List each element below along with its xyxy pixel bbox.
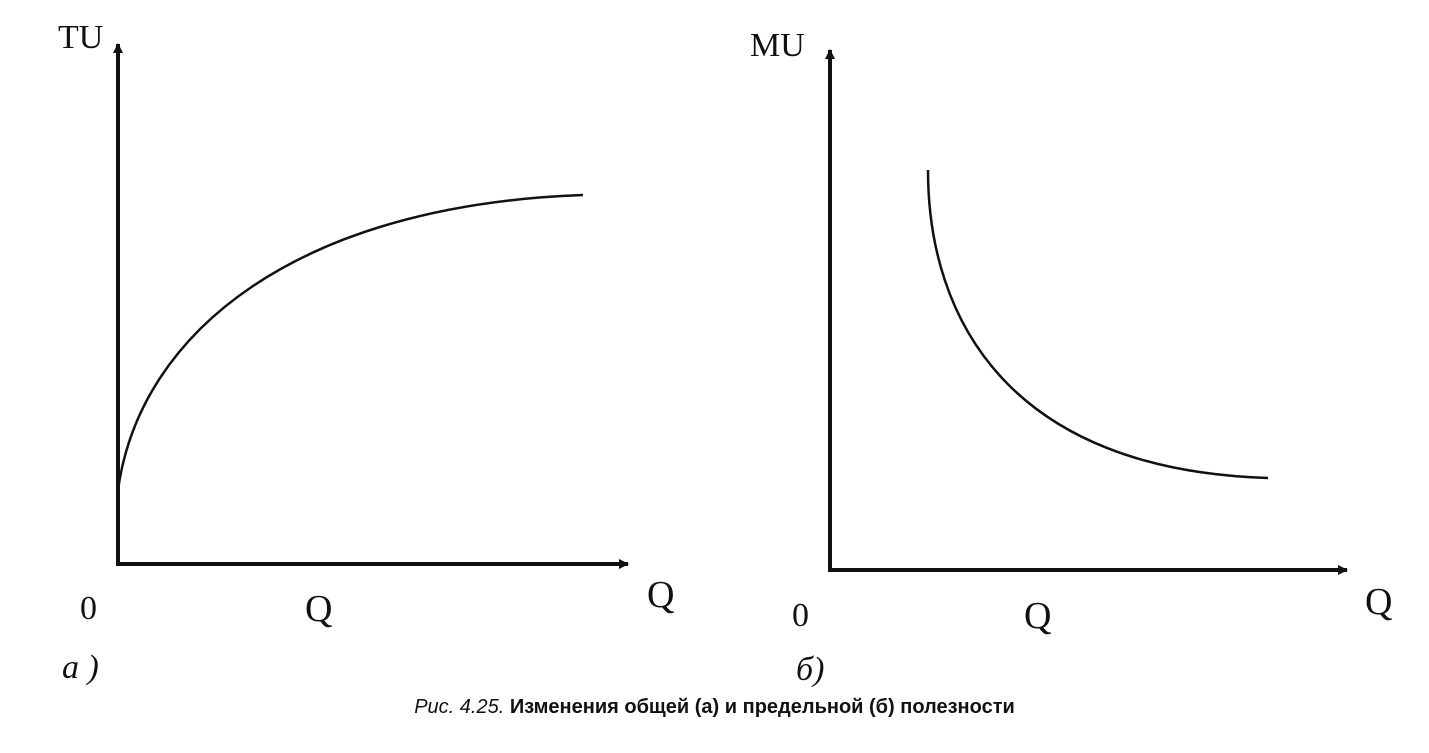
panel-b-origin-label: 0	[792, 597, 809, 634]
total-utility-curve	[116, 193, 584, 491]
panel-b-x-axis-arrow-label: Q	[1365, 581, 1392, 623]
panel-a: TU Q Q 0 a )	[58, 19, 674, 686]
panel-a-x-axis-arrow-label: Q	[647, 574, 674, 616]
panel-a-label: a )	[62, 649, 99, 686]
panel-b: MU Q Q 0 б)	[750, 27, 1392, 688]
caption-number: Рис. 4.25.	[414, 696, 505, 718]
panel-b-x-axis-label: Q	[1024, 595, 1051, 637]
panel-a-origin-label: 0	[80, 590, 97, 627]
caption-text: Изменения общей (а) и предельной (б) пол…	[509, 696, 1015, 718]
marginal-utility-curve	[926, 169, 1269, 480]
figure-caption: Рис. 4.25. Изменения общей (а) и предель…	[0, 696, 1429, 719]
panel-b-label: б)	[796, 651, 824, 688]
panel-b-y-axis-label: MU	[750, 27, 805, 64]
panel-a-x-axis-label: Q	[305, 588, 332, 630]
panel-a-y-axis-label: TU	[58, 19, 103, 56]
